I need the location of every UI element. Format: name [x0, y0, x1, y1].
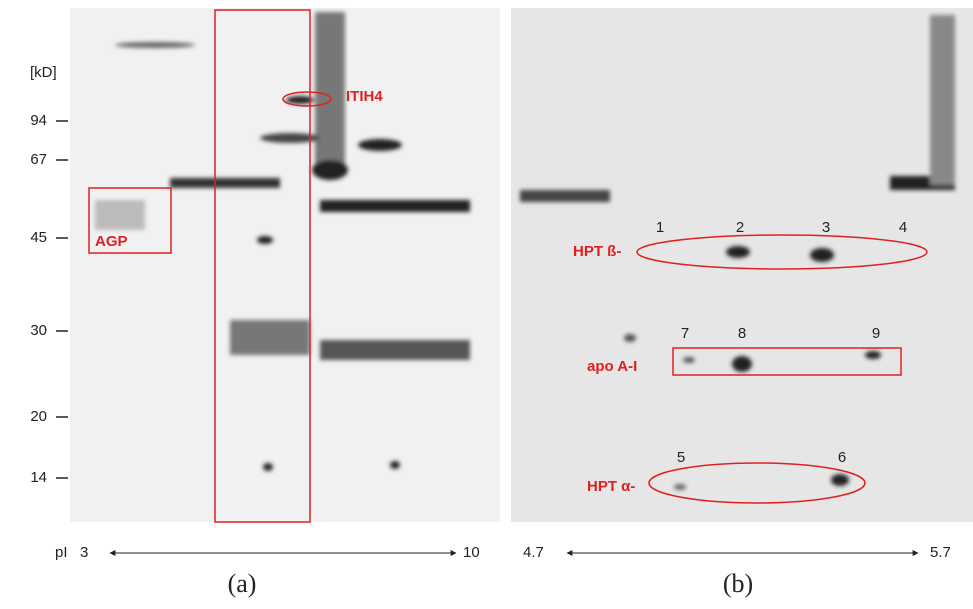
highlight-box — [214, 9, 311, 523]
spot-number: 4 — [899, 219, 907, 236]
gel-b — [511, 8, 973, 522]
gel-a-spots — [95, 12, 470, 471]
mw-axis: 94 67 45 30 20 14 — [30, 112, 68, 486]
pi-end: 5.7 — [930, 544, 951, 561]
spot-number: 3 — [822, 219, 830, 236]
caption: (b) — [723, 569, 753, 598]
annotation: ITIH4 — [346, 88, 383, 105]
mw-tick-label: 14 — [30, 469, 47, 486]
itih4-ring — [282, 91, 332, 107]
spot-number: 5 — [677, 449, 685, 466]
agp-box — [88, 187, 172, 254]
pi-start: 3 — [80, 544, 88, 561]
spot-number: 8 — [738, 325, 746, 342]
mw-tick-label: 94 — [30, 112, 47, 129]
label: apo A-I — [587, 358, 637, 375]
pi-start: 4.7 — [523, 544, 544, 561]
apo-ai-box — [672, 347, 902, 376]
hpt-alpha-ring — [648, 462, 866, 504]
gel-a — [70, 8, 500, 522]
pi-end: 10 — [463, 544, 480, 561]
spot-numbers: 1 2 3 4 5 6 7 8 9 — [656, 219, 907, 466]
mw-tick-label: 20 — [30, 408, 47, 425]
hpt-beta-ring — [636, 234, 928, 270]
spot-number: 6 — [838, 449, 846, 466]
spot-number: 1 — [656, 219, 664, 236]
label: HPT ß- — [573, 243, 621, 260]
spot-number: 2 — [736, 219, 744, 236]
mw-tick-label: 67 — [30, 151, 47, 168]
spot-number: 7 — [681, 325, 689, 342]
mw-unit: [kD] — [30, 64, 57, 81]
label: HPT α- — [587, 478, 635, 495]
pi-label: pI — [55, 544, 68, 561]
caption: (a) — [228, 569, 257, 598]
mw-tick-label: 30 — [30, 322, 47, 339]
mw-tick-label: 45 — [30, 229, 47, 246]
gel-b-spots — [520, 15, 955, 490]
spot-number: 9 — [872, 325, 880, 342]
annotation: AGP — [95, 233, 128, 250]
